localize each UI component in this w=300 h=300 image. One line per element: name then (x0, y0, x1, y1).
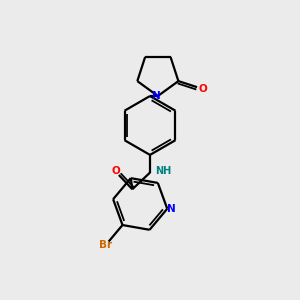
Text: N: N (167, 204, 176, 214)
Text: O: O (198, 84, 207, 94)
Text: Br: Br (99, 240, 112, 250)
Text: NH: NH (156, 166, 172, 176)
Text: O: O (111, 167, 120, 176)
Text: N: N (152, 91, 160, 101)
